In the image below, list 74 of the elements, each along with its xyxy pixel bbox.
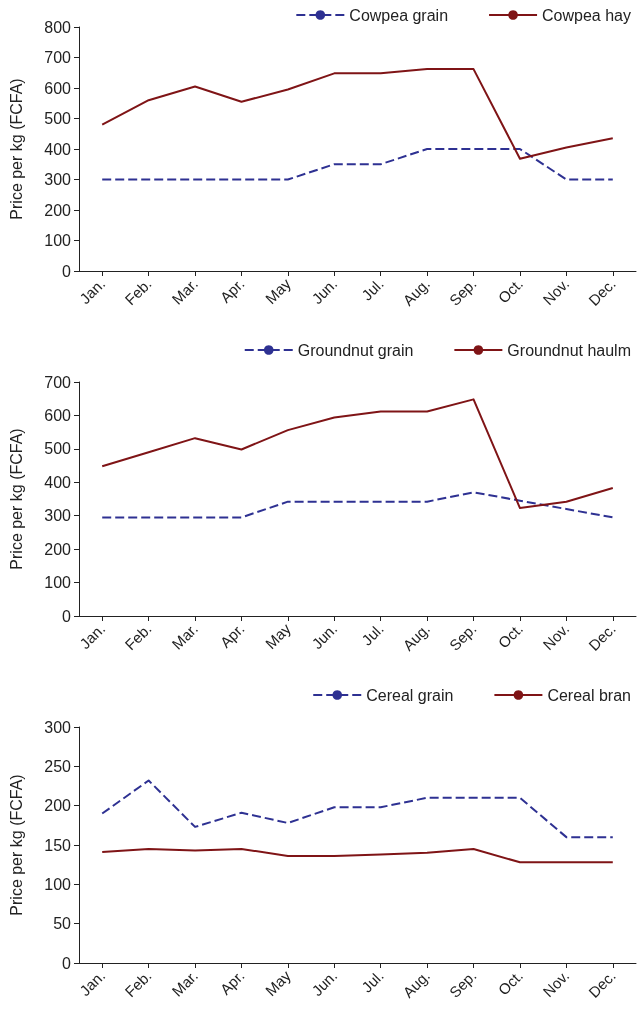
legend-label: Cowpea grain <box>349 6 449 24</box>
y-tick-label: 150 <box>44 836 72 854</box>
line-series <box>101 847 614 864</box>
x-tick-label: Sep. <box>445 619 480 654</box>
x-tick-label: Mar. <box>168 966 202 1000</box>
x-tick-label: Apr. <box>216 619 248 651</box>
x-tick-label: Oct. <box>494 966 526 999</box>
y-tick-label: 100 <box>44 232 72 249</box>
x-tick-label: Apr. <box>216 966 248 998</box>
y-tick-label: 200 <box>44 540 72 558</box>
x-tick-label: Apr. <box>216 274 248 306</box>
x-tick-label: Jan. <box>76 274 109 308</box>
y-tick-label: 100 <box>44 574 72 592</box>
x-tick-label: Oct. <box>494 274 526 307</box>
y-tick-label: 400 <box>44 140 72 158</box>
y-tick-label: 300 <box>44 718 72 736</box>
y-tick-label: 600 <box>44 406 72 424</box>
y-tick-label: 200 <box>44 201 72 219</box>
legend-label: Groundnut haulm <box>507 341 632 359</box>
x-tick-label: Dec. <box>584 619 619 654</box>
y-axis-title: Price per kg (FCFA) <box>7 774 25 916</box>
legend-label: Groundnut grain <box>297 341 414 359</box>
y-tick-label: 100 <box>44 875 72 893</box>
line-series <box>101 68 614 160</box>
y-tick-label: 300 <box>44 507 72 525</box>
y-tick-label: 300 <box>44 171 72 188</box>
x-tick-label: Jan. <box>76 619 109 653</box>
line-series <box>101 491 614 519</box>
x-tick-label: Feb. <box>121 619 155 654</box>
y-tick-label: 600 <box>44 79 72 97</box>
x-tick-label: Sep. <box>445 966 480 1001</box>
x-tick-label: May <box>261 619 295 653</box>
x-tick-label: Feb. <box>121 966 155 1001</box>
x-tick-label: Dec. <box>584 274 619 309</box>
x-tick-label: May <box>261 274 295 308</box>
x-tick-label: Jul. <box>358 619 387 649</box>
x-tick-label: Aug. <box>399 274 434 309</box>
x-tick-label: Jan. <box>76 966 109 1000</box>
y-tick-label: 500 <box>44 440 72 458</box>
y-axis-title: Price per kg (FCFA) <box>7 78 25 220</box>
y-tick-label: 700 <box>44 373 72 391</box>
y-tick-label: 500 <box>44 110 72 127</box>
x-tick-label: Sep. <box>445 274 480 309</box>
x-tick-label: Nov. <box>539 274 573 309</box>
y-tick-label: 200 <box>44 797 72 815</box>
x-tick-label: Oct. <box>494 619 526 652</box>
x-tick-label: Aug. <box>399 966 434 1001</box>
legend-label: Cereal grain <box>366 686 454 704</box>
y-tick-label: 50 <box>53 915 72 933</box>
y-tick-label: 0 <box>62 262 72 280</box>
x-tick-label: Feb. <box>121 274 155 309</box>
x-tick-label: Nov. <box>539 619 573 654</box>
legend-label: Cereal bran <box>547 686 632 704</box>
x-tick-label: Dec. <box>584 966 619 1001</box>
x-tick-label: Mar. <box>168 619 202 653</box>
x-tick-label: Jun. <box>308 619 341 653</box>
legend-label: Cowpea hay <box>542 6 632 24</box>
x-tick-label: May <box>261 966 295 1000</box>
line-series <box>101 398 614 510</box>
y-tick-label: 700 <box>44 49 72 66</box>
y-tick-label: 0 <box>62 954 72 972</box>
x-tick-label: Jun. <box>308 966 341 1000</box>
line-series <box>101 779 614 839</box>
x-tick-label: Jun. <box>308 274 341 308</box>
x-tick-label: Mar. <box>168 274 202 308</box>
y-tick-label: 400 <box>44 473 72 491</box>
y-tick-label: 800 <box>44 18 72 36</box>
y-axis-title: Price per kg (FCFA) <box>7 428 25 570</box>
y-tick-label: 250 <box>44 757 72 775</box>
x-tick-label: Jul. <box>358 274 387 304</box>
x-tick-label: Jul. <box>358 966 387 996</box>
x-tick-label: Nov. <box>539 966 573 1001</box>
y-tick-label: 0 <box>62 607 72 625</box>
x-tick-label: Aug. <box>399 619 434 654</box>
